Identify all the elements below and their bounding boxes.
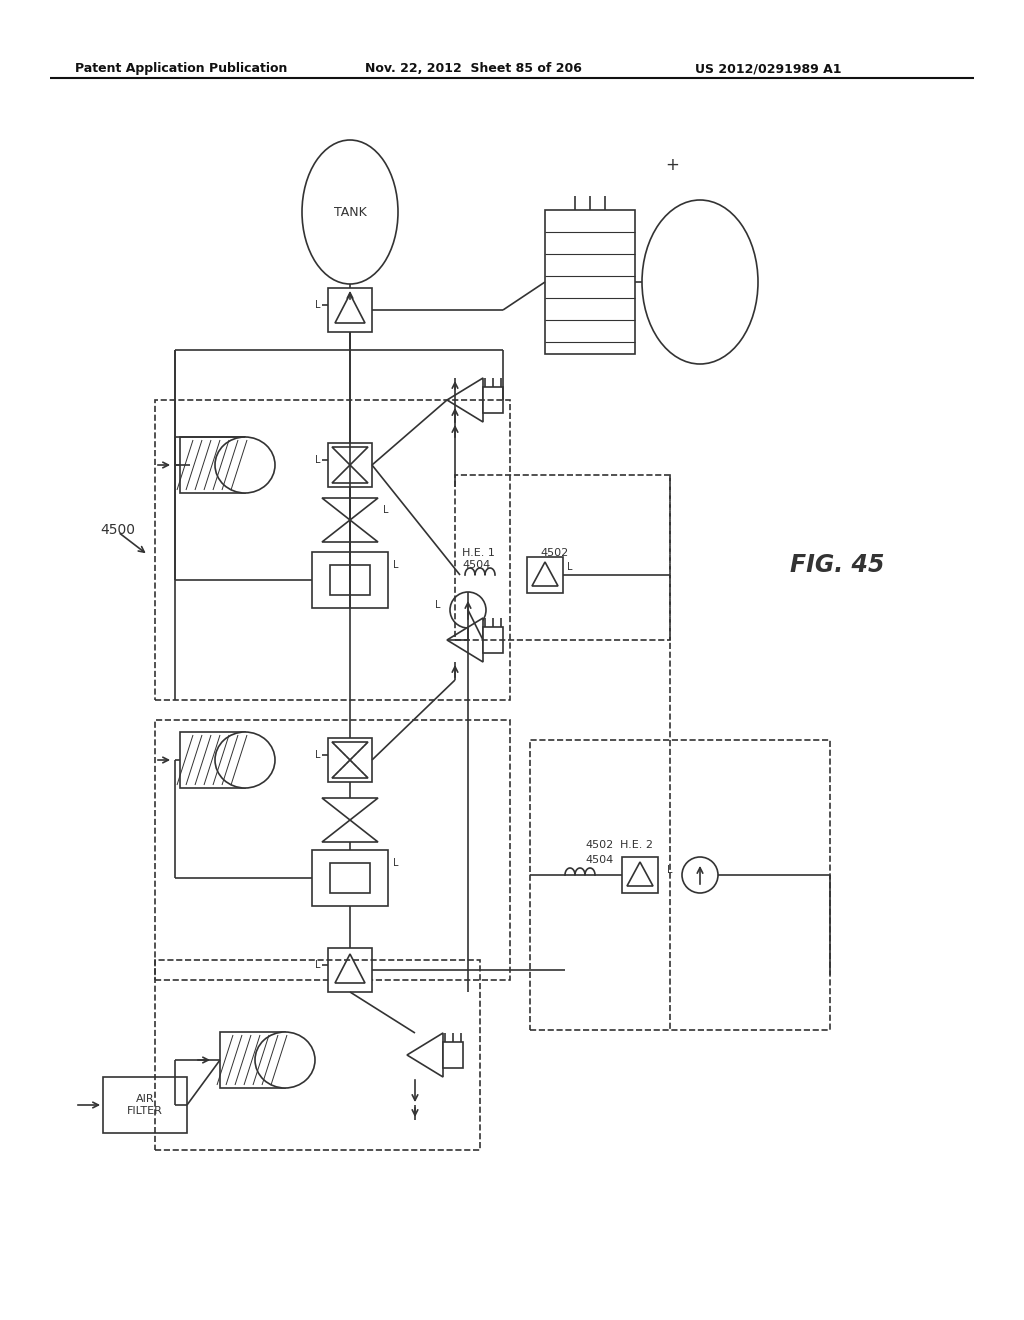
Bar [483, 387, 503, 413]
Text: 4504: 4504 [585, 855, 613, 865]
Text: 4502: 4502 [540, 548, 568, 558]
Polygon shape [322, 820, 378, 842]
Text: FIG. 45: FIG. 45 [790, 553, 885, 577]
Polygon shape [332, 465, 368, 483]
Bar [180, 733, 245, 788]
Bar [220, 1032, 285, 1088]
Ellipse shape [302, 140, 398, 284]
Polygon shape [332, 742, 368, 760]
Bar [545, 210, 635, 354]
Polygon shape [332, 760, 368, 777]
Bar [328, 288, 372, 333]
Bar [443, 1041, 463, 1068]
Polygon shape [532, 562, 558, 586]
Bar [328, 948, 372, 993]
Bar [312, 850, 388, 906]
Polygon shape [447, 618, 483, 663]
Polygon shape [447, 378, 483, 422]
Bar [328, 444, 372, 487]
Ellipse shape [215, 733, 275, 788]
Text: 4504: 4504 [462, 560, 490, 570]
Text: L: L [393, 560, 398, 570]
Ellipse shape [682, 857, 718, 894]
Ellipse shape [642, 201, 758, 364]
Text: 4500: 4500 [100, 523, 135, 537]
Text: TANK: TANK [334, 206, 367, 219]
Text: L: L [567, 562, 572, 572]
Bar [483, 627, 503, 653]
Text: H.E. 1: H.E. 1 [462, 548, 495, 558]
Text: L: L [383, 506, 388, 515]
Text: L: L [314, 300, 319, 310]
Bar [330, 863, 370, 894]
Bar [330, 565, 370, 595]
Text: L: L [434, 601, 440, 610]
Bar [455, 475, 670, 640]
Text: L: L [314, 960, 319, 970]
Bar [527, 557, 563, 593]
Bar [103, 1077, 187, 1133]
Text: +: + [665, 156, 679, 174]
Polygon shape [335, 954, 365, 983]
Text: L: L [314, 455, 319, 465]
Polygon shape [322, 498, 378, 520]
Text: 4502: 4502 [585, 840, 613, 850]
Text: AIR
FILTER: AIR FILTER [127, 1094, 163, 1115]
Ellipse shape [450, 591, 486, 628]
Text: US 2012/0291989 A1: US 2012/0291989 A1 [695, 62, 842, 75]
Ellipse shape [255, 1032, 315, 1088]
Bar [622, 857, 658, 894]
Polygon shape [322, 799, 378, 820]
Bar [328, 738, 372, 781]
Text: Patent Application Publication: Patent Application Publication [75, 62, 288, 75]
Text: L: L [667, 865, 672, 875]
Polygon shape [332, 447, 368, 465]
Text: L: L [314, 750, 319, 760]
Polygon shape [322, 520, 378, 543]
Bar [155, 960, 480, 1150]
Text: H.E. 2: H.E. 2 [620, 840, 653, 850]
Bar [312, 552, 388, 609]
Bar [180, 437, 245, 492]
Text: L: L [393, 858, 398, 869]
Bar [155, 719, 510, 979]
Polygon shape [335, 294, 365, 323]
Polygon shape [407, 1034, 443, 1077]
Bar [530, 741, 830, 1030]
Text: Nov. 22, 2012  Sheet 85 of 206: Nov. 22, 2012 Sheet 85 of 206 [365, 62, 582, 75]
Ellipse shape [215, 437, 275, 492]
Bar [155, 400, 510, 700]
Polygon shape [627, 862, 653, 886]
